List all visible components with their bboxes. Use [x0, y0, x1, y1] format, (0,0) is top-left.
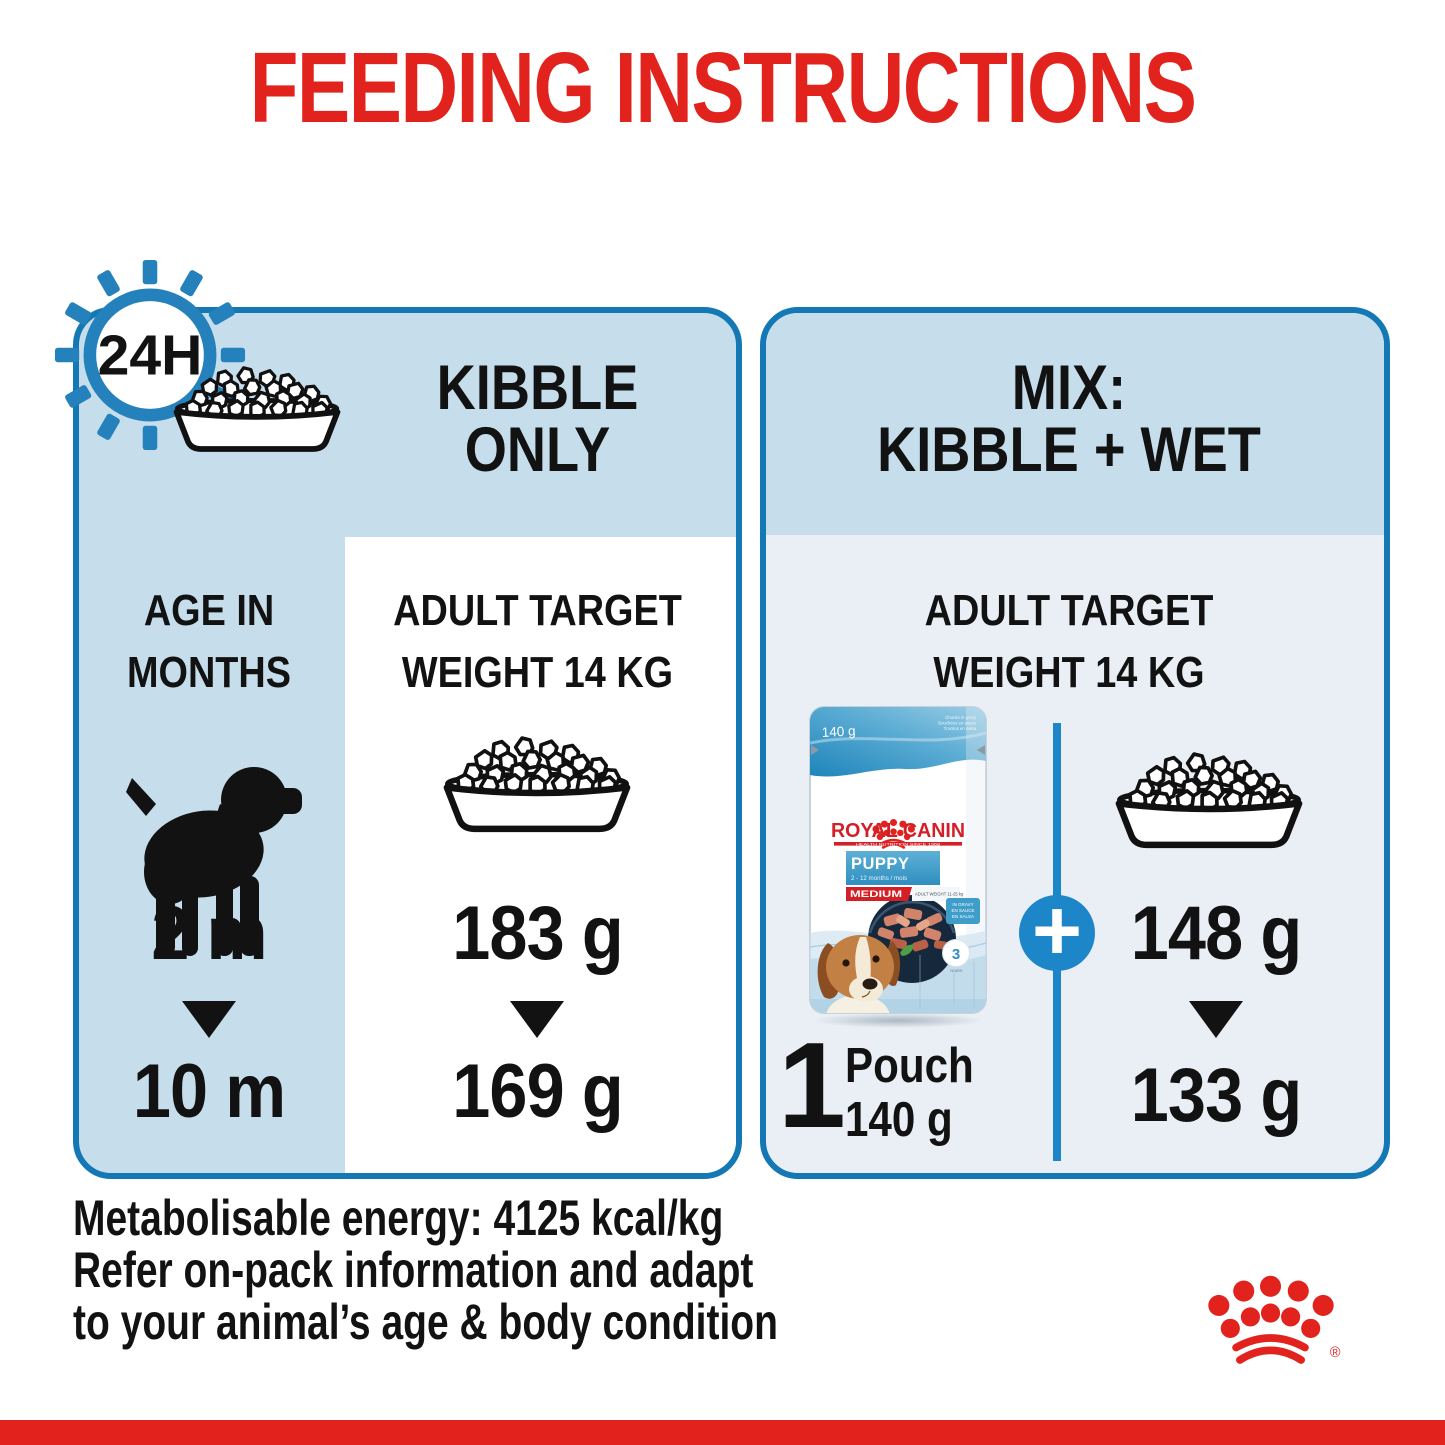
down-arrow-icon-kibble [510, 1001, 564, 1038]
weight-header-line1: ADULT TARGET [393, 586, 682, 635]
pouch-badge-caption: YEARS [950, 969, 963, 973]
kibble-to-value: 169 g [452, 1049, 623, 1134]
weight-header-line2: WEIGHT 14 KG [401, 648, 674, 697]
down-arrow-icon-mix [1189, 1001, 1243, 1038]
kibble-weight-column-header: ADULT TARGET WEIGHT 14 KG [345, 580, 730, 704]
footer-line-2: Refer on-pack information and adapt [73, 1242, 754, 1298]
age-header-line2: MONTHS [127, 648, 291, 697]
pouch-tagline: HEALTH NUTRITION SINCE 1968 [856, 842, 940, 846]
kibble-from-value: 183 g [452, 891, 623, 976]
plus-icon: + [1019, 888, 1095, 974]
leaf-icon [900, 944, 914, 956]
pouch-amount-label: 140 g [845, 1093, 953, 1147]
pouch-badge-number: 3 [952, 946, 960, 963]
age-header-line1: AGE IN [143, 586, 275, 635]
mix-kibble-wet-panel [760, 307, 1390, 1179]
age-to-value: 10 m [132, 1049, 286, 1134]
tear-notch-right [977, 745, 985, 755]
pouch-shadow [812, 1013, 984, 1028]
age-column-header: AGE IN MONTHS [73, 580, 345, 704]
puppy-silhouette-icon [126, 767, 302, 956]
mix-panel-header-background [766, 313, 1384, 535]
kibble-only-heading-line2: ONLY [464, 415, 611, 485]
mix-heading-line1: MIX: [1011, 353, 1127, 423]
pouch-texture-line2: Bouchées en sauce [938, 721, 976, 726]
pouch-age-range: 2 - 12 months / mois [851, 875, 907, 882]
pouch-count: 1 [778, 1017, 846, 1153]
plus-sign: + [1031, 883, 1083, 979]
footer-line-1: Metabolisable energy: 4125 kcal/kg [73, 1190, 724, 1246]
kibble-only-heading: KIBBLE ONLY [345, 353, 730, 485]
footer-line-3: to your animal’s age & body condition [73, 1294, 778, 1350]
pouch-unit-label: Pouch [845, 1039, 974, 1093]
mix-subheading-line1: ADULT TARGET [924, 586, 1214, 635]
registered-trademark: ® [1330, 1345, 1341, 1361]
kibble-bowl-icon-small [163, 366, 351, 458]
kibble-bowl-icon-right [1104, 752, 1314, 855]
tear-notch-left [811, 745, 819, 755]
bottom-red-bar [0, 1420, 1445, 1445]
down-arrow-icon-age [182, 1001, 236, 1038]
mix-heading-line2: KIBBLE + WET [877, 415, 1261, 485]
kibble-only-heading-line1: KIBBLE [436, 353, 639, 423]
pouch-sauce-line2: EN SAUCE [951, 908, 974, 913]
pouch-puppy-photo [817, 935, 901, 1013]
mix-kibble-to-value: 133 g [1130, 1053, 1302, 1138]
royal-canin-crown-logo: ® [1186, 1248, 1341, 1382]
pouch-adult-weight: ADULT WEIGHT 11-25 kg [915, 892, 964, 897]
age-from-value: 2 m [151, 891, 267, 976]
pouch-brand-text: ROYAL CANIN [831, 820, 965, 842]
pouch-sauce-line3: EN SALSA [952, 914, 974, 919]
24h-clock-icon: 24H [54, 259, 246, 451]
pouch-texture-line1: Chunks in gravy [945, 715, 977, 720]
pouch-texture-line3: Trocitos en salsa [944, 726, 977, 731]
weight-column-background [345, 537, 736, 1173]
page-title: FEEDING INSTRUCTIONS [249, 32, 1197, 144]
mix-subheading: ADULT TARGET WEIGHT 14 KG [760, 580, 1378, 704]
pouch-weight-label: 140 g [821, 723, 856, 740]
pouch-range: PUPPY [851, 855, 909, 873]
mix-heading: MIX: KIBBLE + WET [760, 353, 1378, 485]
mix-subheading-line2: WEIGHT 14 KG [933, 648, 1205, 697]
mix-kibble-from-value: 148 g [1130, 891, 1302, 976]
clock-label: 24H [98, 323, 203, 386]
pouch-sauce-line1: IN GRAVY [952, 902, 973, 907]
wet-food-pouch-image: ROYAL CANIN HEALTH NUTRITION SINCE 1968 … [809, 706, 987, 1014]
pouch-size: MEDIUM [850, 889, 902, 899]
kibble-bowl-icon-left [432, 736, 642, 839]
